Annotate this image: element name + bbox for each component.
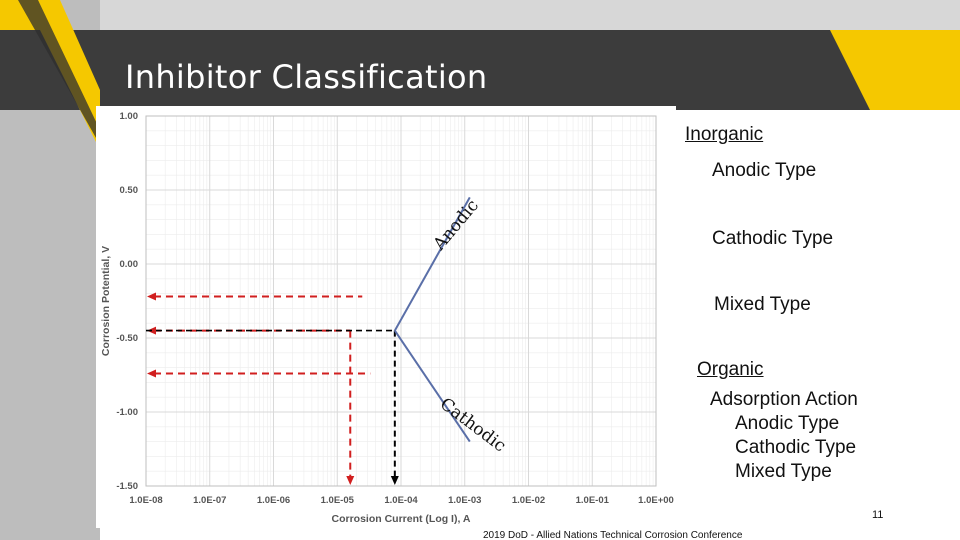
y-tick-label: 0.00 [120, 259, 139, 270]
red-arrowhead-down [346, 476, 355, 485]
x-tick-label: 1.0E-03 [448, 495, 481, 506]
y-tick-label: -1.50 [116, 481, 138, 492]
inorganic-heading: Inorganic [685, 124, 764, 145]
y-tick-label: -1.00 [116, 407, 138, 418]
y-axis-label: Corrosion Potential, V [100, 246, 112, 356]
anodic-curve [393, 196, 471, 332]
organic-heading: Organic [697, 359, 764, 380]
background-top-band [0, 0, 960, 30]
x-tick-label: 1.0E-04 [384, 495, 418, 506]
y-tick-label: 1.00 [120, 111, 139, 122]
footer-text: 2019 DoD - Allied Nations Technical Corr… [483, 530, 743, 540]
x-tick-label: 1.0E+00 [638, 495, 674, 506]
page-number: 11 [872, 509, 884, 521]
organic-item-cathodic: Cathodic Type [735, 437, 857, 458]
x-tick-label: 1.0E-06 [257, 495, 290, 506]
x-tick-label: 1.0E-05 [321, 495, 355, 506]
inorganic-item-mixed: Mixed Type [714, 294, 811, 315]
title-bar [0, 30, 960, 110]
organic-item-anodic: Anodic Type [735, 413, 840, 434]
y-tick-label: 0.50 [120, 185, 139, 196]
slide-title: Inhibitor Classification [125, 58, 488, 96]
organic-item-mixed: Mixed Type [735, 461, 832, 482]
x-tick-label: 1.0E-08 [129, 495, 162, 506]
inorganic-item-anodic: Anodic Type [712, 160, 817, 181]
plot-frame [145, 115, 657, 487]
red-arrowhead-lower [147, 369, 156, 378]
cathodic-curve [393, 330, 471, 443]
x-axis-label: Corrosion Current (Log I), A [331, 513, 470, 525]
cathodic-curve-label: Cathodic [436, 394, 510, 456]
x-tick-label: 1.0E-02 [512, 495, 545, 506]
chart-panel: 1.0E-08 1.0E-07 1.0E-06 1.0E-05 1.0E-04 1.0E-… [96, 106, 676, 528]
organic-item-adsorption: Adsorption Action [710, 389, 858, 410]
black-arrowhead-down [390, 476, 399, 485]
inorganic-item-cathodic: Cathodic Type [712, 228, 834, 249]
red-arrowhead-upper [147, 292, 156, 301]
x-tick-label: 1.0E-01 [576, 495, 610, 506]
y-tick-label: -0.50 [116, 333, 138, 344]
x-tick-label: 1.0E-07 [193, 495, 226, 506]
polarization-chart: 1.0E-08 1.0E-07 1.0E-06 1.0E-05 1.0E-04 1.0E-… [100, 111, 674, 525]
